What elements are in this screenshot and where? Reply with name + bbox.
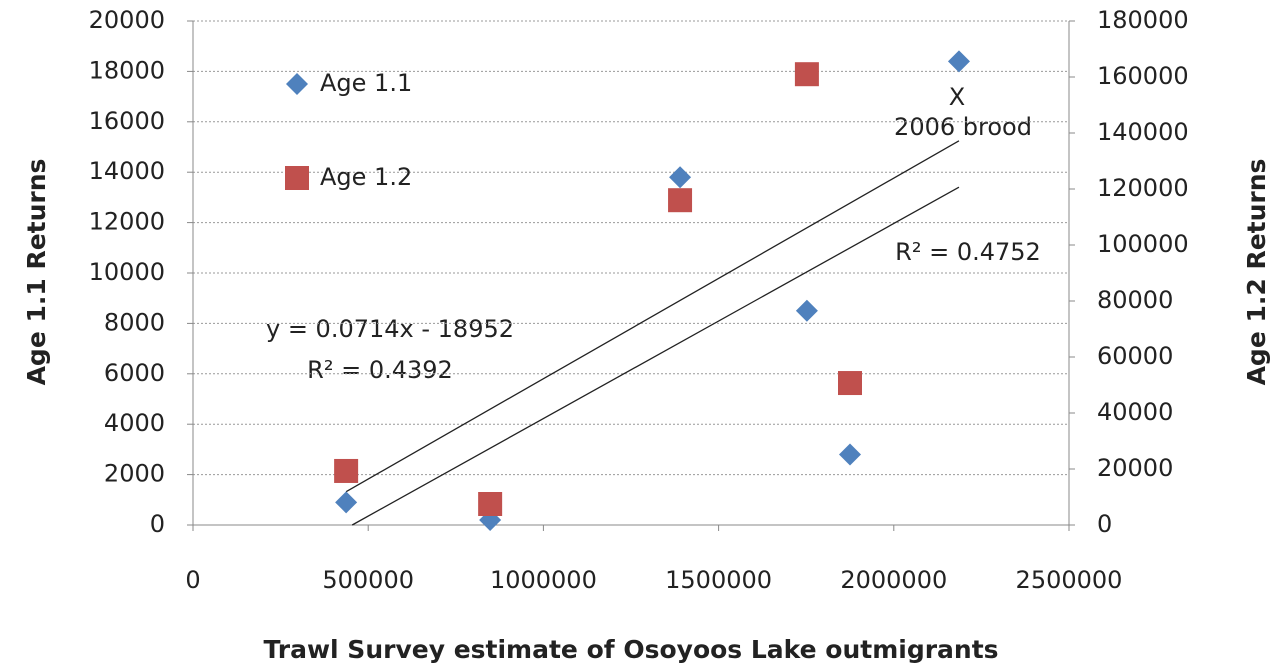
y-tick-label: 12000 bbox=[89, 208, 165, 236]
point bbox=[838, 371, 862, 396]
trendline bbox=[345, 140, 960, 493]
legend-marker bbox=[285, 166, 309, 190]
annotation: y = 0.0714x - 18952 bbox=[266, 315, 514, 343]
y-tick-label: 16000 bbox=[89, 107, 165, 135]
y2-tick-label: 180000 bbox=[1097, 6, 1189, 34]
y2-tick-label: 120000 bbox=[1097, 174, 1189, 202]
point bbox=[335, 491, 358, 514]
x-tick-label: 1000000 bbox=[490, 566, 597, 594]
y2-tick-label: 0 bbox=[1097, 510, 1112, 538]
y-tick-label: 6000 bbox=[104, 359, 165, 387]
y-tick-label: 10000 bbox=[89, 258, 165, 286]
x-tick-label: 2000000 bbox=[840, 566, 947, 594]
y-tick-label: 2000 bbox=[104, 460, 165, 488]
annotation: R² = 0.4392 bbox=[307, 356, 453, 384]
annotation: X bbox=[949, 83, 965, 111]
point bbox=[669, 166, 692, 189]
y2-axis-label: Age 1.2 Returns bbox=[1242, 159, 1271, 386]
x-axis-label: Trawl Survey estimate of Osoyoos Lake ou… bbox=[263, 635, 998, 664]
point bbox=[478, 492, 503, 516]
legend-label: Age 1.1 bbox=[320, 69, 412, 97]
y2-tick-label: 100000 bbox=[1097, 230, 1189, 258]
x-tick-label: 2500000 bbox=[1016, 566, 1123, 594]
x-tick-label: 1500000 bbox=[665, 566, 772, 594]
annotation: R² = 0.4752 bbox=[895, 238, 1041, 266]
y-axis-label: Age 1.1 Returns bbox=[22, 159, 51, 386]
y-tick-label: 8000 bbox=[104, 308, 165, 336]
point bbox=[794, 62, 819, 87]
y2-tick-label: 140000 bbox=[1097, 118, 1189, 146]
y-tick-label: 18000 bbox=[89, 56, 165, 84]
y-tick-label: 20000 bbox=[89, 6, 165, 34]
y2-tick-label: 20000 bbox=[1097, 454, 1173, 482]
y-tick-label: 4000 bbox=[104, 409, 165, 437]
y2-tick-label: 60000 bbox=[1097, 342, 1173, 370]
point bbox=[795, 299, 818, 322]
y-tick-label: 14000 bbox=[89, 157, 165, 185]
point bbox=[668, 188, 693, 213]
trendline bbox=[351, 186, 960, 526]
x-tick-label: 500000 bbox=[322, 566, 414, 594]
x-tick-label: 0 bbox=[185, 566, 200, 594]
y2-tick-label: 80000 bbox=[1097, 286, 1173, 314]
y2-tick-label: 40000 bbox=[1097, 398, 1173, 426]
legend-label: Age 1.2 bbox=[320, 163, 412, 191]
point bbox=[947, 50, 970, 73]
y-tick-label: 0 bbox=[150, 510, 165, 538]
y2-tick-label: 160000 bbox=[1097, 62, 1189, 90]
annotation: 2006 brood bbox=[894, 113, 1032, 141]
legend-marker bbox=[286, 73, 308, 95]
point bbox=[839, 443, 861, 466]
point bbox=[334, 458, 359, 483]
